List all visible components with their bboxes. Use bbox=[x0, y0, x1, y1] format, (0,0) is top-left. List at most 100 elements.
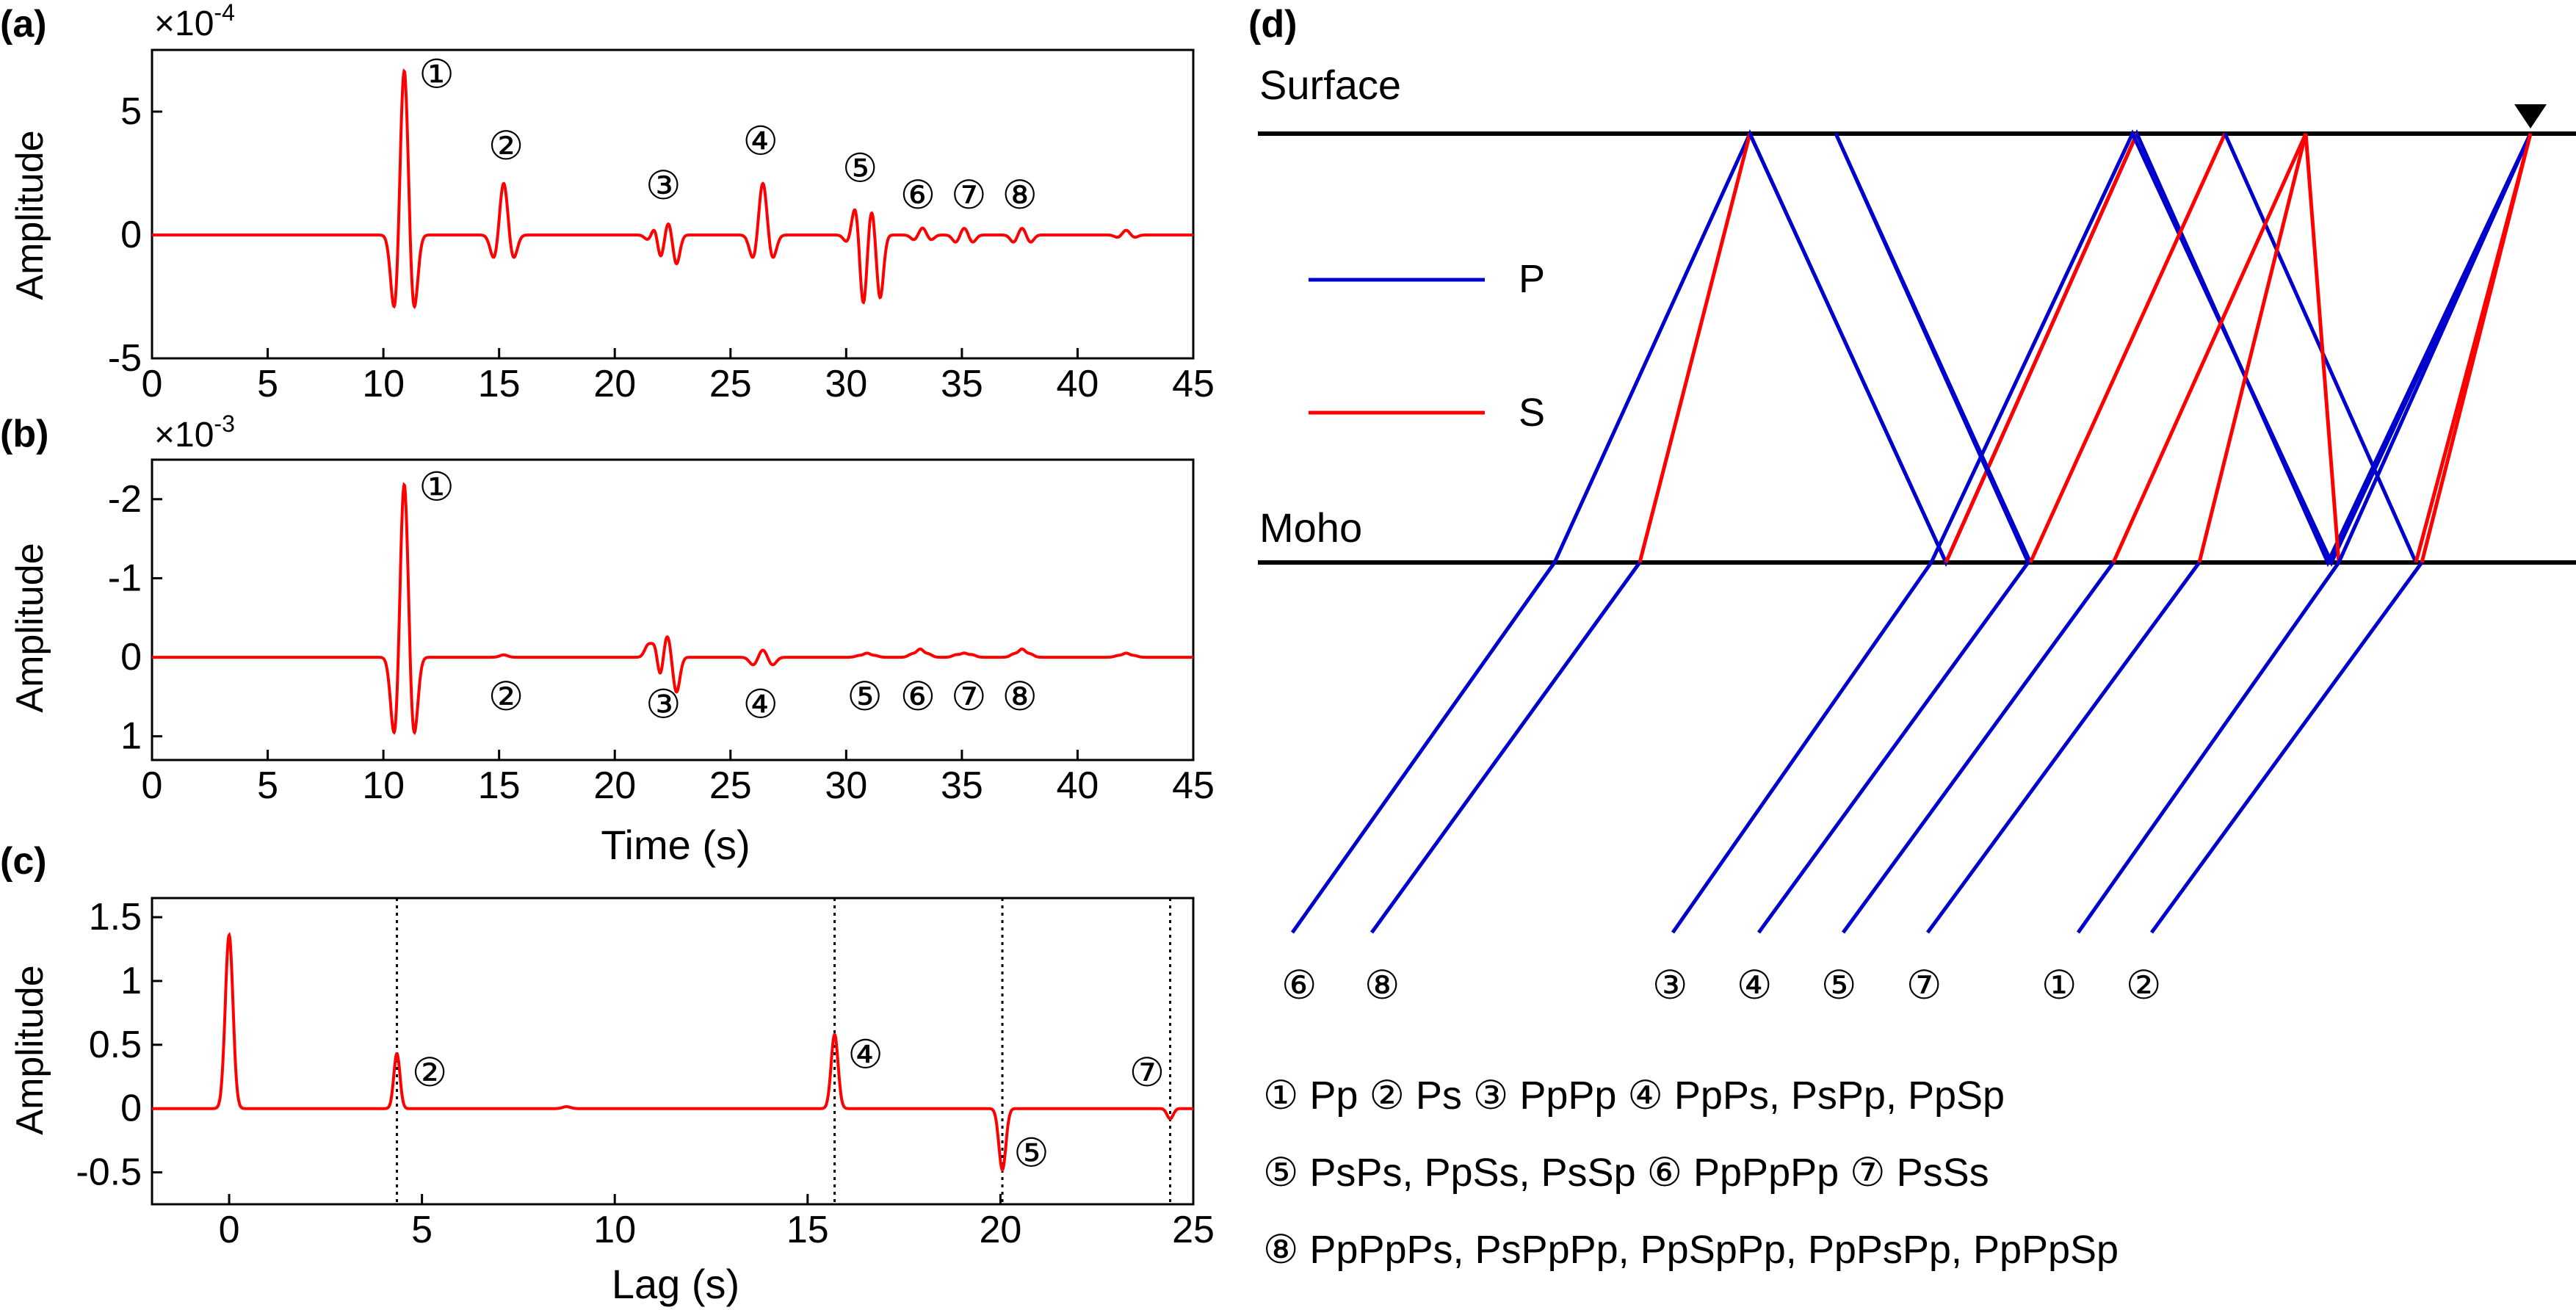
x-tick-label: 35 bbox=[941, 764, 983, 807]
ray-label-7: ⑦ bbox=[1906, 963, 1942, 1007]
panel-a-ylabel: Amplitude bbox=[9, 130, 51, 300]
ray-label-4: ④ bbox=[1737, 963, 1772, 1007]
phase-annotation: ① bbox=[419, 466, 454, 510]
ray-path-1 bbox=[2076, 132, 2533, 934]
surface-label: Surface bbox=[1259, 62, 1401, 108]
x-tick-label: 0 bbox=[142, 363, 163, 405]
panel-c-xlabel: Lag (s) bbox=[612, 1261, 739, 1307]
legend-s-label: S bbox=[1519, 391, 1545, 435]
ray-path-8-s-mid bbox=[1944, 132, 2139, 564]
panel-a-label: (a) bbox=[0, 3, 47, 46]
x-tick-label: 30 bbox=[825, 764, 867, 807]
x-tick-label: 0 bbox=[219, 1209, 240, 1251]
station-icon bbox=[2514, 104, 2547, 129]
y-tick-label: -5 bbox=[108, 337, 142, 380]
x-tick-label: 10 bbox=[362, 363, 405, 405]
ray-path-5-s-up bbox=[2111, 132, 2308, 564]
phase-annotation: ⑧ bbox=[1002, 173, 1037, 217]
x-tick-label: 10 bbox=[362, 764, 405, 807]
phase-annotation: ⑥ bbox=[900, 675, 936, 719]
ray-path-8-p-up bbox=[1370, 561, 1642, 934]
x-tick-label: 20 bbox=[593, 764, 636, 807]
y-tick-label: -1 bbox=[108, 557, 142, 599]
ray-path-8-p-rest bbox=[1748, 132, 1948, 564]
panel-c-label: (c) bbox=[0, 840, 47, 883]
phase-annotation: ⑤ bbox=[1013, 1132, 1049, 1176]
y-tick-label: 0 bbox=[120, 214, 142, 256]
panel-b-exponent-base: ×10 bbox=[154, 416, 214, 455]
panel-d-ray-diagram: (d) Surface Moho P S bbox=[1248, 3, 2576, 1272]
x-tick-label: 0 bbox=[142, 764, 163, 807]
y-tick-label: 0.5 bbox=[89, 1024, 142, 1066]
phase-legend-line-2: ⑤ PsPs, PpSs, PsSp ⑥ PpPpPp ⑦ PsSs bbox=[1263, 1151, 1989, 1195]
panel-b-exponent-power: -3 bbox=[214, 410, 234, 437]
x-tick-label: 40 bbox=[1057, 764, 1099, 807]
y-tick-label: 5 bbox=[120, 90, 142, 133]
x-tick-label: 25 bbox=[709, 363, 752, 405]
panel-b-label: (b) bbox=[0, 413, 48, 455]
plot-frame bbox=[151, 897, 1195, 1206]
panel-a-exponent-base: ×10 bbox=[154, 4, 214, 43]
panel-a-exponent-power: -4 bbox=[214, 0, 234, 26]
x-tick-label: 5 bbox=[257, 363, 278, 405]
ray-label-3: ③ bbox=[1652, 963, 1687, 1007]
legend-p-label: P bbox=[1519, 257, 1545, 301]
plot-frame bbox=[151, 48, 1195, 360]
panel-c-ylabel: Amplitude bbox=[9, 965, 51, 1135]
waveform-trace bbox=[152, 932, 1193, 1173]
y-tick-label: 1 bbox=[120, 715, 142, 758]
y-tick-label: -0.5 bbox=[76, 1151, 142, 1194]
plot-frame bbox=[151, 458, 1195, 761]
phase-annotation: ④ bbox=[743, 683, 778, 727]
x-tick-label: 45 bbox=[1172, 363, 1215, 405]
ray-labels: ⑥ ⑧ ③ ④ ⑤ ⑦ ① ② bbox=[1281, 963, 2161, 1007]
ray-label-6: ⑥ bbox=[1281, 963, 1317, 1007]
ray-path-2-p-up bbox=[2149, 561, 2424, 934]
phase-annotation: ② bbox=[488, 124, 524, 168]
x-tick-label: 40 bbox=[1057, 363, 1099, 405]
x-tick-label: 25 bbox=[709, 764, 752, 807]
phase-annotation: ⑦ bbox=[1129, 1051, 1165, 1095]
phase-annotation: ② bbox=[488, 675, 524, 719]
panel-a-exponent: ×10-4 bbox=[154, 0, 235, 43]
x-tick-label: 15 bbox=[478, 363, 521, 405]
phase-annotation: ① bbox=[419, 53, 454, 97]
x-tick-label: 10 bbox=[593, 1209, 636, 1251]
phase-annotation: ⑦ bbox=[951, 173, 986, 217]
phase-annotation: ⑤ bbox=[847, 675, 882, 719]
ray-path-5-p-down bbox=[2304, 133, 2341, 563]
phase-annotation: ② bbox=[412, 1051, 447, 1095]
ray-path-4-s-up bbox=[2028, 132, 2227, 564]
ray-path-5-p-up bbox=[1841, 561, 2116, 934]
waveform-trace bbox=[152, 68, 1193, 310]
panel-b-xlabel: Time (s) bbox=[601, 822, 750, 868]
x-tick-label: 25 bbox=[1172, 1209, 1215, 1251]
x-tick-label: 35 bbox=[941, 363, 983, 405]
x-tick-label: 45 bbox=[1172, 764, 1215, 807]
panel-b-exponent: ×10-3 bbox=[154, 410, 235, 455]
panel-d-label: (d) bbox=[1248, 3, 1297, 46]
phase-annotation: ⑦ bbox=[951, 675, 986, 719]
phase-legend-line-3: ⑧ PpPpPs, PsPpPp, PpSpPp, PpPsPp, PpPpSp bbox=[1263, 1228, 2119, 1272]
ray-label-8: ⑧ bbox=[1364, 963, 1400, 1007]
phase-legend-line-1: ① Pp ② Ps ③ PpPp ④ PpPs, PsPp, PpSp bbox=[1263, 1074, 2005, 1118]
phase-annotation: ⑥ bbox=[900, 173, 936, 217]
x-tick-label: 15 bbox=[478, 764, 521, 807]
ray-path-3 bbox=[1671, 129, 2533, 934]
x-tick-label: 30 bbox=[825, 363, 867, 405]
panel-b-waveform: (b) ×10-3 Amplitude Time (s) 0 5 10 15 20 25 3… bbox=[0, 410, 1215, 868]
phase-annotation: ③ bbox=[645, 164, 681, 208]
x-tick-label: 20 bbox=[593, 363, 636, 405]
phase-annotation: ④ bbox=[847, 1033, 883, 1077]
ray-label-5: ⑤ bbox=[1821, 963, 1856, 1007]
panel-a-waveform: (a) ×10-4 Amplitude 0 5 10 15 20 25 30 35 40 45 -5… bbox=[0, 0, 1215, 405]
ray-path-2-s-up bbox=[2420, 133, 2533, 563]
phase-annotation: ⑤ bbox=[842, 146, 878, 190]
moho-label: Moho bbox=[1259, 504, 1362, 551]
phase-annotation: ④ bbox=[743, 119, 778, 163]
panel-c-plot-area: 0 5 10 15 20 25 -0.5 0 0.5 1 1.5 ② ④ ⑤ ⑦ bbox=[76, 896, 1215, 1251]
ray-path-8-s-up bbox=[1638, 133, 1752, 563]
